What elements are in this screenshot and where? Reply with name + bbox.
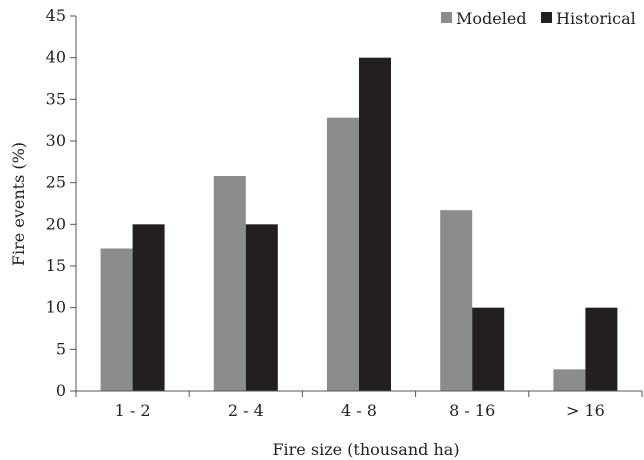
bar-historical-0: [132, 224, 165, 391]
y-tick-label-6: 30: [46, 131, 66, 150]
legend-label-historical: Historical: [556, 9, 636, 28]
bar-historical-3: [472, 307, 505, 391]
y-tick-label-1: 5: [56, 339, 66, 358]
x-tick-label-1: 2 - 4: [228, 401, 264, 420]
x-tick-label-0: 1 - 2: [115, 401, 151, 420]
bar-historical-4: [585, 307, 618, 391]
y-tick-label-9: 45: [46, 6, 66, 25]
y-tick-label-5: 25: [46, 173, 66, 192]
legend-label-modeled: Modeled: [456, 9, 527, 28]
y-tick-label-2: 10: [46, 298, 66, 317]
legend-swatch-historical: [541, 12, 552, 23]
y-tick-label-3: 15: [46, 256, 66, 275]
axes-group: [70, 15, 643, 397]
bars-group: [100, 57, 618, 392]
x-tick-label-4: > 16: [566, 401, 605, 420]
x-tick-label-2: 4 - 8: [341, 401, 377, 420]
legend: Modeled Historical: [441, 9, 636, 28]
y-tick-label-4: 20: [46, 214, 66, 233]
bar-modeled-2: [327, 117, 359, 392]
bar-historical-1: [245, 224, 278, 391]
bar-modeled-1: [213, 176, 246, 391]
bar-modeled-0: [100, 248, 133, 391]
x-axis-title: Fire size (thousand ha): [272, 440, 459, 459]
y-tick-label-7: 35: [46, 89, 66, 108]
y-tick-label-8: 40: [46, 48, 66, 67]
bar-modeled-4: [553, 369, 586, 391]
bar-modeled-3: [440, 210, 473, 391]
y-tick-label-0: 0: [56, 381, 66, 400]
x-tick-label-3: 8 - 16: [449, 401, 495, 420]
legend-swatch-modeled: [441, 12, 452, 23]
y-axis-title: Fire events (%): [9, 142, 28, 266]
labels-group: 0 5 10 15 20 25 30 35 40 45 1 - 2 2 - 4 4 - 8 8 - 16 >…: [46, 6, 605, 420]
bar-historical-2: [359, 57, 391, 392]
